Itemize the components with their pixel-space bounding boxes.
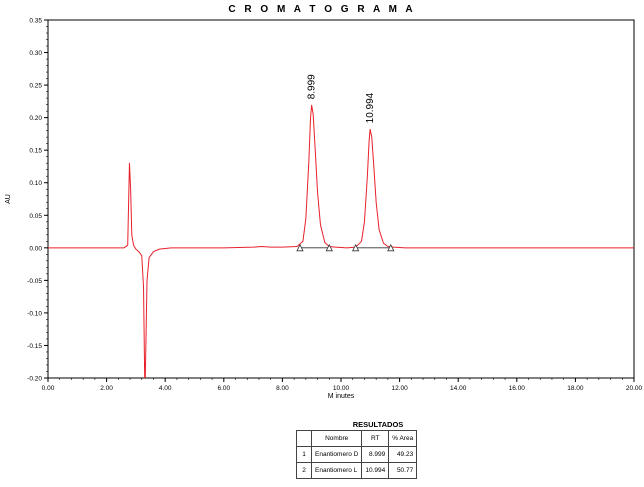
y-tick-label: 0.00 — [29, 245, 42, 252]
integration-marker — [352, 243, 360, 252]
y-tick-label: 0.20 — [29, 115, 42, 122]
row-index: 2 — [296, 462, 312, 479]
x-tick-label: 18.00 — [567, 385, 584, 392]
table-row: 1 Enantiomero D 8.999 49.23 — [296, 446, 418, 463]
row-area: 49.23 — [388, 446, 418, 463]
y-tick-label: -0.05 — [27, 278, 42, 285]
integration-marker — [387, 243, 395, 252]
x-tick-label: 10.00 — [333, 385, 350, 392]
y-tick-label: -0.10 — [27, 310, 42, 317]
row-name: Enantiomero L — [310, 462, 363, 479]
row-rt: 8.999 — [361, 446, 390, 463]
x-tick-label: 14.00 — [450, 385, 467, 392]
results-header-nombre: Nombre — [310, 430, 363, 447]
y-tick-label: 0.30 — [29, 50, 42, 57]
x-tick-label: 20.00 — [626, 385, 643, 392]
row-index: 1 — [296, 446, 312, 463]
results-header-row: Nombre RT % Area — [296, 430, 418, 447]
x-tick-label: 6.00 — [217, 385, 230, 392]
x-tick-label: 12.00 — [391, 385, 408, 392]
y-tick-label: -0.20 — [27, 376, 42, 383]
results-header-index — [296, 430, 312, 447]
x-tick-label: 8.00 — [276, 385, 289, 392]
row-rt: 10.994 — [361, 462, 390, 479]
chromatogram-trace — [48, 104, 634, 378]
row-name: Enantiomero D — [310, 446, 363, 463]
x-tick-label: 0.00 — [42, 385, 55, 392]
results-header-area: % Area — [388, 430, 418, 447]
results-title: RESULTADOS — [352, 420, 404, 429]
x-tick-label: 2.00 — [100, 385, 113, 392]
peak-label: 8.999 — [307, 74, 318, 99]
peak-label: 10.994 — [365, 92, 376, 123]
integration-marker — [296, 243, 304, 252]
results-table: Nombre RT % Area 1 Enantiomero D 8.999 4… — [296, 430, 418, 479]
chromatogram-chart: -0.20 -0.15 -0.10 -0.05 0.00 0.05 0.10 0.15 0.20… — [5, 18, 643, 401]
y-tick-label: -0.15 — [27, 343, 42, 350]
y-tick-label: 0.25 — [29, 83, 42, 90]
results-header-rt: RT — [361, 430, 390, 447]
y-tick-label: 0.05 — [29, 213, 42, 220]
x-tick-label: 4.00 — [159, 385, 172, 392]
chart-title: C R O M A T O G R A M A — [228, 4, 416, 15]
x-axis-label: M inutes — [328, 393, 355, 400]
row-area: 50.77 — [388, 462, 418, 479]
y-tick-label: 0.35 — [29, 18, 42, 25]
x-tick-label: 16.00 — [509, 385, 526, 392]
integration-marker — [325, 243, 333, 252]
y-tick-label: 0.15 — [29, 148, 42, 155]
table-row: 2 Enantiomero L 10.994 50.77 — [296, 462, 418, 479]
y-tick-label: 0.10 — [29, 180, 42, 187]
y-axis-label: AU — [5, 194, 12, 204]
plot-frame — [47, 19, 635, 379]
